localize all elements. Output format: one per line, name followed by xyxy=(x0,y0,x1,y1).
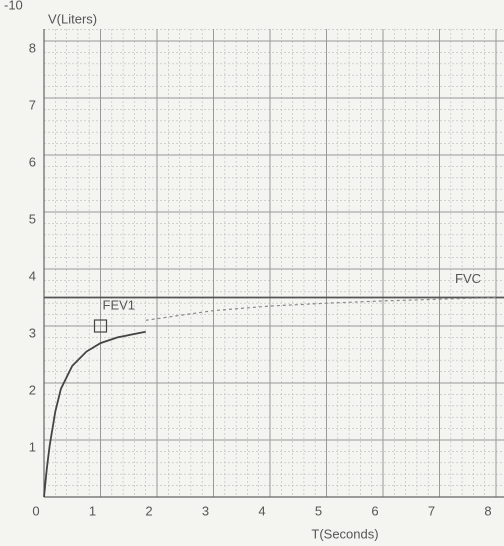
y-tick-label: 2 xyxy=(29,382,36,397)
y-tick-label: 4 xyxy=(29,268,36,283)
y-tick-label: 6 xyxy=(29,154,36,169)
x-tick-label: 0 xyxy=(32,503,39,518)
fvc-label: FVC xyxy=(455,271,481,286)
x-tick-label: 8 xyxy=(484,503,491,518)
y-tick-label: 5 xyxy=(29,211,36,226)
x-tick-label: 5 xyxy=(315,503,322,518)
x-tick-label: 3 xyxy=(202,503,209,518)
x-tick-label: 4 xyxy=(258,503,265,518)
volume-curve xyxy=(145,296,497,321)
y-axis-label: V(Liters) xyxy=(48,11,97,26)
fev1-marker xyxy=(93,319,108,333)
fev1-label: FEV1 xyxy=(103,297,136,312)
x-tick-label: 1 xyxy=(89,503,96,518)
x-tick-label: 6 xyxy=(371,503,378,518)
top-text: -10 xyxy=(4,0,23,12)
x-axis-label: T(Seconds) xyxy=(311,526,378,541)
y-tick-label: 7 xyxy=(29,97,36,112)
y-tick-label: 3 xyxy=(29,325,36,340)
x-tick-label: 2 xyxy=(145,503,152,518)
y-tick-label: 8 xyxy=(29,40,36,55)
volume-curve xyxy=(43,330,146,498)
y-tick-label: 1 xyxy=(29,439,36,454)
x-tick-label: 7 xyxy=(428,503,435,518)
